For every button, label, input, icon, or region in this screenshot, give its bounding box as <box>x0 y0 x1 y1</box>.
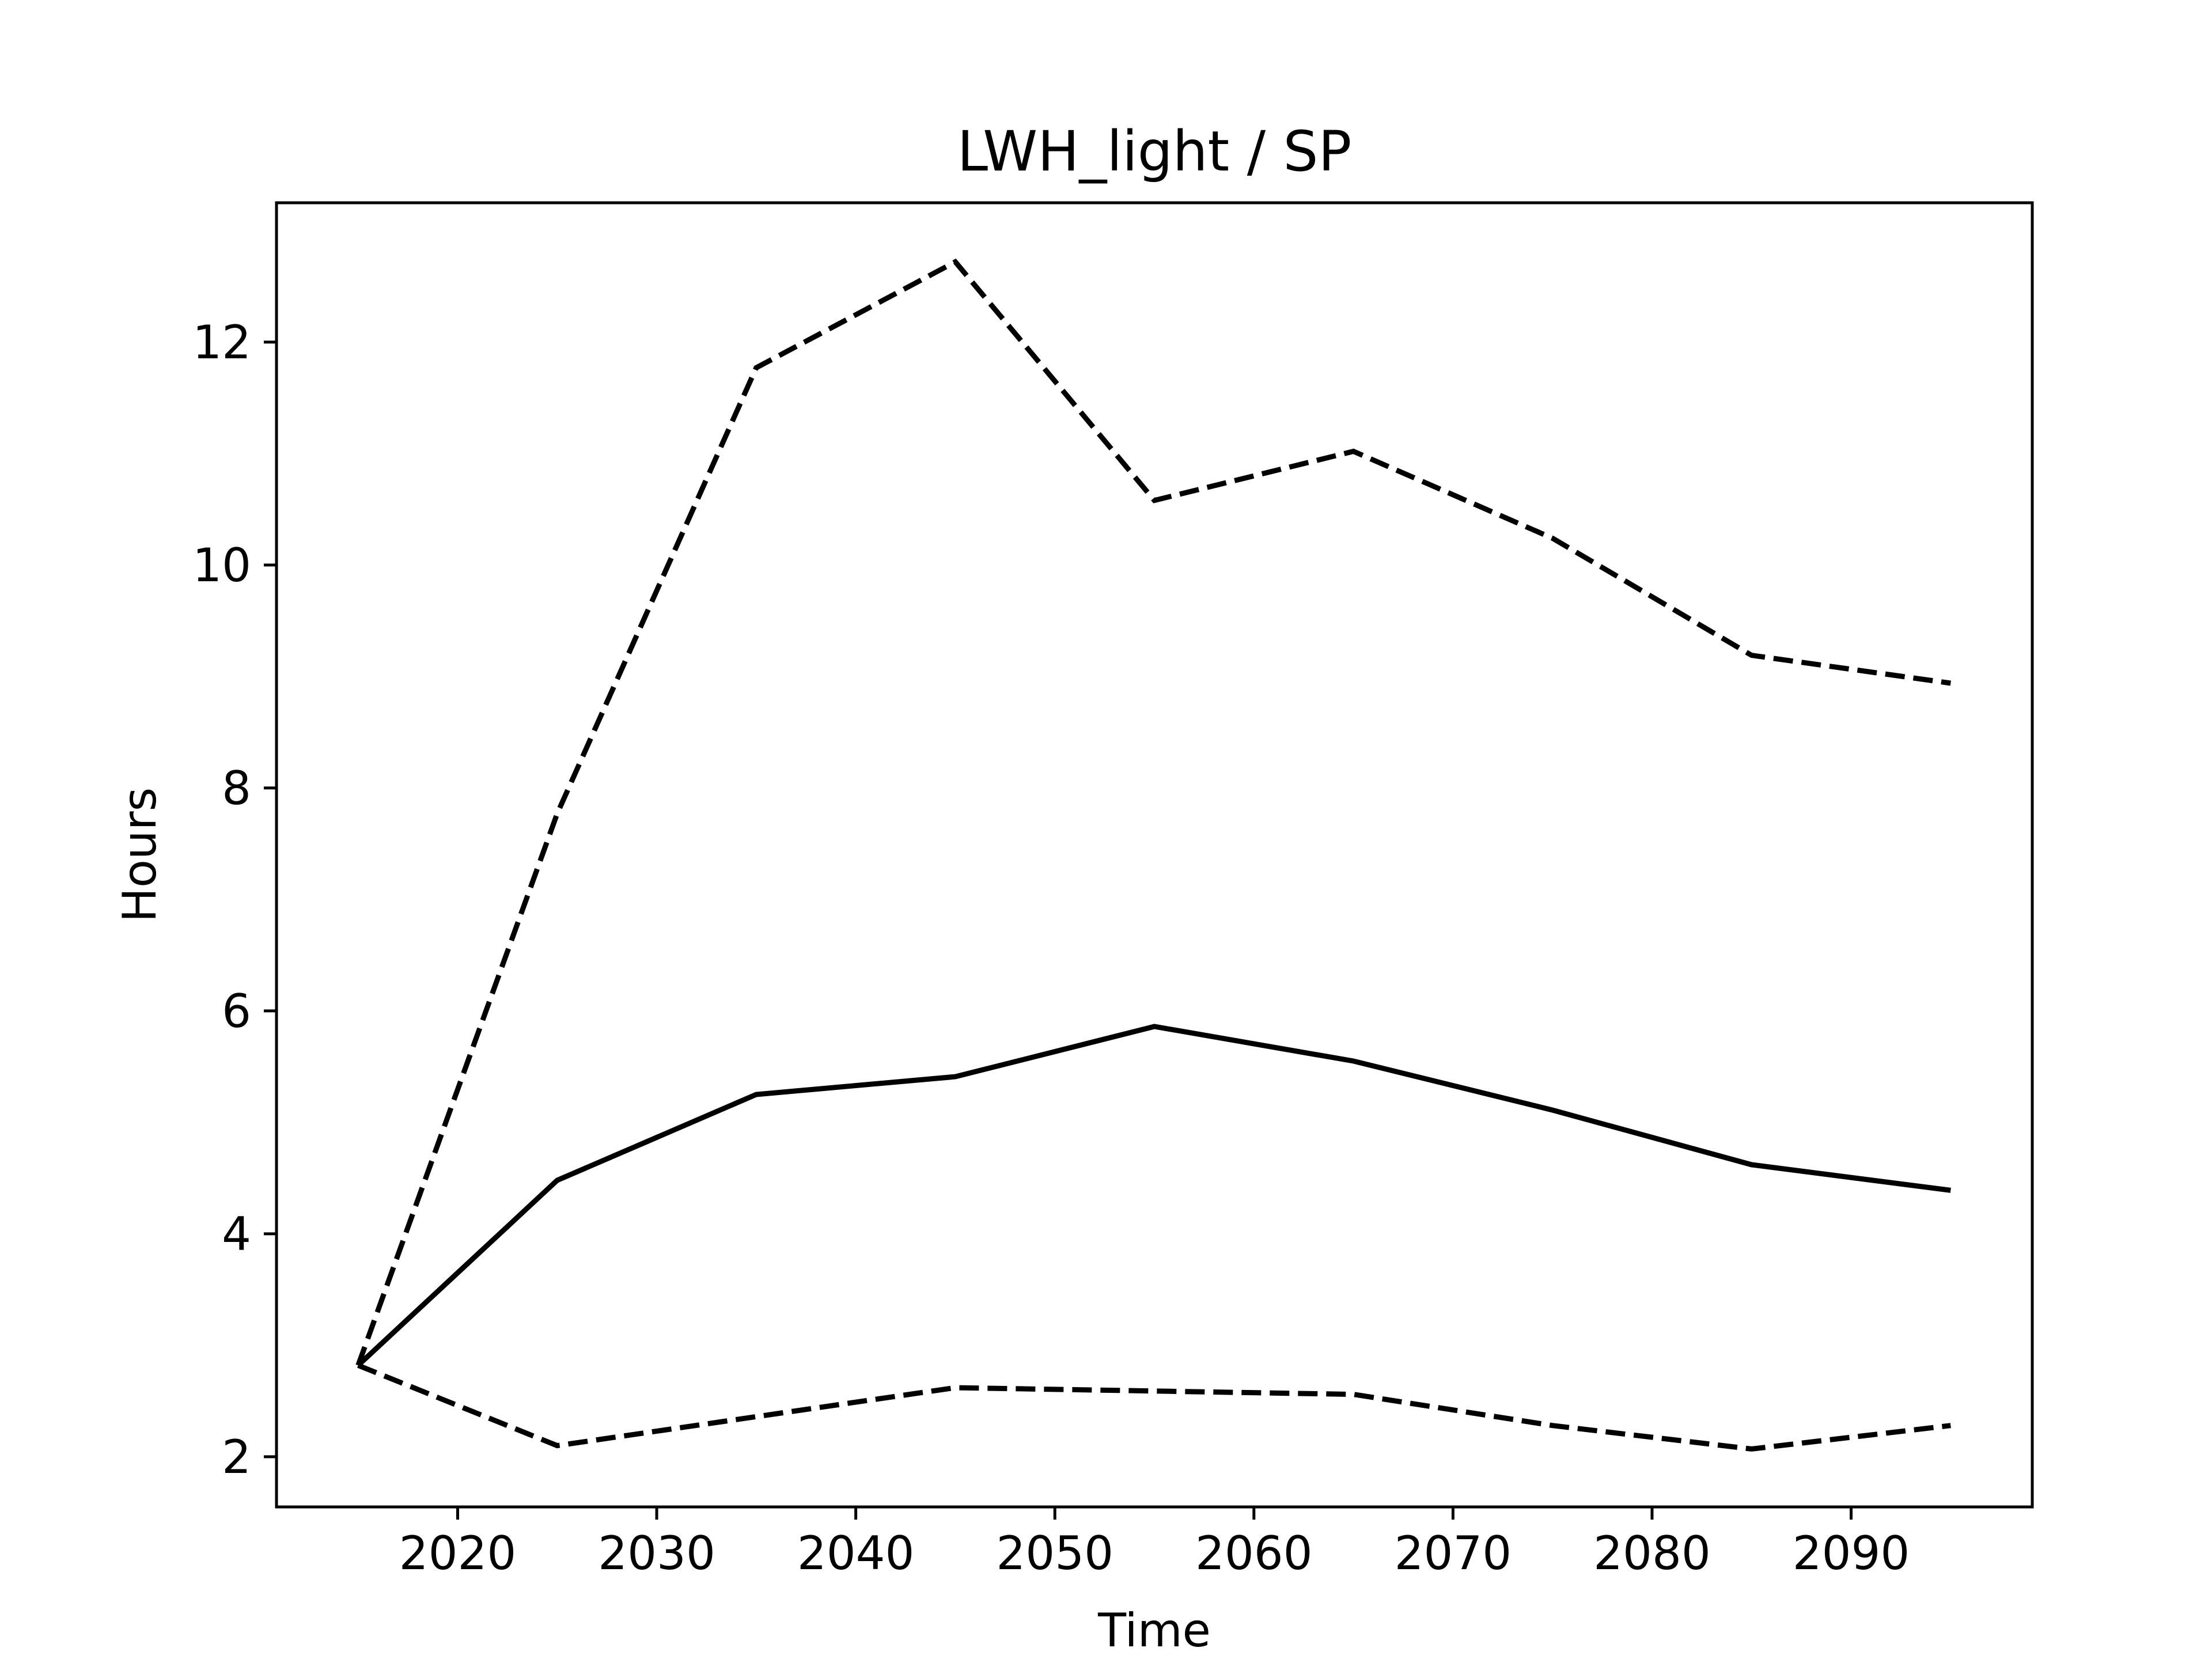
x-tick-label: 2040 <box>797 1527 915 1580</box>
series-layer <box>355 258 1951 1452</box>
y-tick-label: 4 <box>222 1207 251 1261</box>
chart-title: LWH_light / SP <box>957 119 1352 184</box>
x-tick-label: 2090 <box>1793 1527 1910 1580</box>
x-axis-ticks: 2020 2030 2040 2050 2060 2070 2080 2090 <box>399 1507 1910 1580</box>
y-tick-label: 6 <box>222 984 251 1038</box>
y-axis-ticks: 2 4 6 8 10 12 <box>192 316 276 1484</box>
y-axis-label: Hours <box>113 787 166 922</box>
y-tick-label: 8 <box>222 762 251 815</box>
series-line-median <box>356 1024 1951 1368</box>
plot-area-frame <box>275 201 2034 1509</box>
series-line-upper-bound <box>355 258 1951 1366</box>
y-tick-label: 12 <box>192 316 251 369</box>
x-tick-label: 2050 <box>996 1527 1113 1580</box>
y-tick-label: 2 <box>222 1430 251 1484</box>
x-tick-label: 2080 <box>1593 1527 1711 1580</box>
x-axis-label: Time <box>1097 1604 1211 1657</box>
x-tick-label: 2030 <box>598 1527 715 1580</box>
x-tick-label: 2020 <box>399 1527 517 1580</box>
x-tick-label: 2070 <box>1395 1527 1512 1580</box>
y-tick-label: 10 <box>192 539 251 592</box>
x-tick-label: 2060 <box>1195 1527 1313 1580</box>
